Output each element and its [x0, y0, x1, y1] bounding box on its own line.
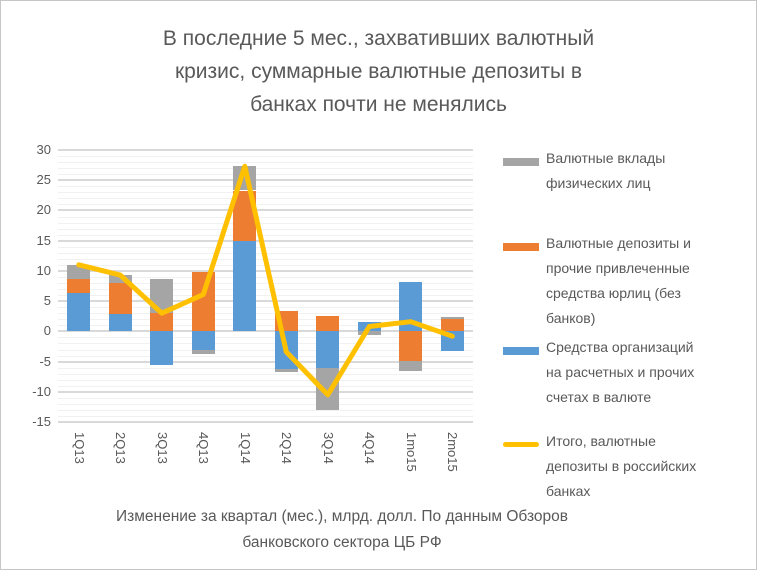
bar-segment	[150, 331, 174, 366]
minor-gridline	[58, 252, 473, 254]
bar-segment	[67, 293, 91, 332]
x-axis-category-label: 4Q14	[362, 432, 378, 464]
y-axis-tick-label: -5	[39, 353, 51, 369]
bar-segment	[357, 322, 381, 332]
legend-label: Валютные депозиты и прочие привлеченные …	[546, 235, 691, 326]
chart-footnote: Изменение за квартал (мес.), млрд. долл.…	[115, 508, 568, 551]
bar-segment	[233, 166, 257, 191]
major-gridline	[58, 421, 473, 423]
minor-gridline	[58, 246, 473, 248]
minor-gridline	[58, 216, 473, 218]
major-gridline	[58, 239, 473, 242]
bar-segment	[233, 240, 257, 332]
bar-segment	[440, 316, 464, 319]
x-axis-category-label: 1mo15	[403, 432, 419, 472]
bar-segment	[108, 275, 132, 283]
y-axis-tick-label: -10	[32, 383, 51, 399]
x-axis-category-label: 4Q13	[196, 432, 212, 464]
x-axis-category-label: 1Q13	[71, 432, 87, 464]
x-axis-category-label: 2Q14	[279, 432, 295, 464]
bar-segment	[108, 283, 132, 314]
x-axis-category-label: 3Q14	[320, 432, 336, 464]
bar-segment	[67, 264, 91, 280]
y-axis-tick-label: 30	[36, 142, 51, 157]
minor-gridline	[58, 228, 473, 230]
bar-segment	[399, 361, 423, 371]
y-axis-tick-label: 15	[36, 232, 51, 248]
minor-gridline	[58, 222, 473, 224]
bar-segment	[440, 318, 464, 332]
minor-gridline	[58, 385, 473, 387]
bar-segment	[274, 369, 298, 373]
minor-gridline	[58, 264, 473, 266]
y-axis-tick-label: 10	[36, 262, 51, 278]
bar-segment	[316, 368, 340, 411]
bar-segment	[316, 315, 340, 332]
bar-segment	[191, 350, 215, 354]
gray-series-swatch-icon	[503, 158, 539, 166]
major-gridline	[58, 390, 473, 393]
y-axis-tick-label: 0	[43, 323, 51, 339]
bar-segment	[108, 313, 132, 332]
bar-segment	[399, 282, 423, 332]
legend-label: Валютные вклады физических лиц	[546, 150, 666, 191]
minor-gridline	[58, 403, 473, 405]
bar-segment	[399, 331, 423, 361]
y-axis-tick-label: 20	[36, 202, 51, 218]
blue-series-swatch-icon	[503, 347, 539, 355]
minor-gridline	[58, 168, 473, 170]
bar-segment	[233, 190, 257, 241]
major-gridline	[58, 269, 473, 272]
x-axis-category-label: 2mo15	[445, 432, 461, 472]
y-axis-tick-label: -15	[32, 414, 51, 429]
x-axis-category-label: 3Q13	[154, 432, 170, 464]
y-axis-tick-label: 25	[36, 172, 51, 188]
y-axis-tick-label: 5	[43, 293, 51, 309]
minor-gridline	[58, 204, 473, 206]
bar-segment	[67, 279, 91, 294]
x-axis-category-label: 1Q14	[237, 432, 253, 464]
minor-gridline	[58, 234, 473, 236]
bar-segment	[150, 279, 174, 314]
bar-segment	[150, 313, 174, 332]
bar-segment	[316, 331, 340, 369]
minor-gridline	[58, 186, 473, 188]
minor-gridline	[58, 373, 473, 375]
minor-gridline	[58, 409, 473, 411]
bar-segment	[274, 331, 298, 370]
major-gridline	[58, 209, 473, 212]
chart-title: В последние 5 мес., захвативших валютный…	[162, 27, 595, 116]
bar-segment	[274, 310, 298, 332]
minor-gridline	[58, 198, 473, 200]
minor-gridline	[58, 156, 473, 157]
minor-gridline	[58, 162, 473, 164]
bar-segment	[191, 272, 215, 332]
minor-gridline	[58, 397, 473, 399]
major-gridline	[58, 179, 473, 182]
x-axis-category-label: 2Q13	[113, 432, 129, 464]
bar-segment	[191, 331, 215, 350]
bar-segment	[440, 331, 464, 351]
legend-label: Средства организаций на расчетных и проч…	[546, 339, 695, 405]
minor-gridline	[58, 379, 473, 381]
legend-label: Итого, валютные депозиты в российских ба…	[546, 433, 697, 499]
minor-gridline	[58, 258, 473, 260]
bar-segment	[357, 331, 381, 336]
minor-gridline	[58, 174, 473, 176]
yellow-line-swatch-icon	[503, 442, 539, 447]
minor-gridline	[58, 416, 473, 417]
orange-series-swatch-icon	[503, 243, 539, 251]
major-gridline	[58, 149, 473, 151]
minor-gridline	[58, 192, 473, 194]
